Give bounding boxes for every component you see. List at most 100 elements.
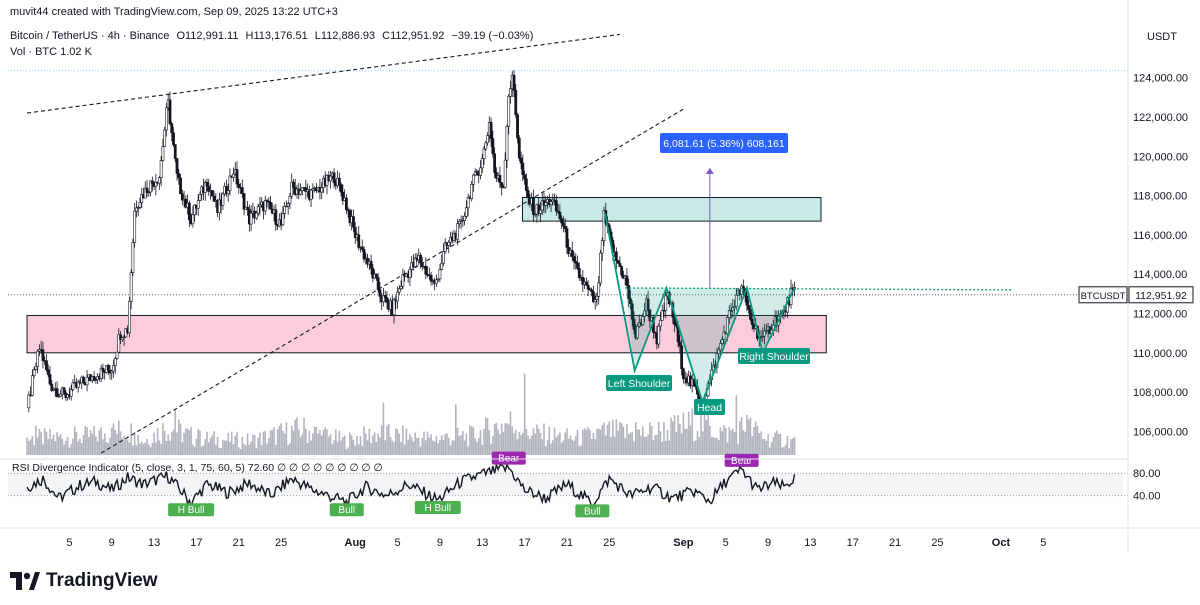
volume-bar <box>522 432 524 455</box>
volume-bar <box>241 436 244 455</box>
volume-bar <box>497 429 499 455</box>
rsi-label-box <box>491 451 526 465</box>
candle-body <box>641 316 645 325</box>
candle-body <box>648 309 652 322</box>
volume-bar <box>739 421 741 455</box>
candle-body <box>99 367 103 379</box>
candle-body <box>659 320 662 327</box>
candle-body <box>371 268 375 279</box>
candle-body <box>383 295 387 298</box>
volume-bar <box>484 417 487 455</box>
volume-bar <box>170 432 173 455</box>
volume-bar <box>75 432 78 455</box>
volume-bar <box>631 432 634 455</box>
volume-bar <box>421 438 424 455</box>
volume-bar <box>735 395 738 455</box>
volume-bar <box>91 433 94 455</box>
candle-body <box>300 187 304 192</box>
volume-bar <box>190 427 192 455</box>
volume-bar <box>580 445 582 455</box>
price-tick-label: 106,000.00 <box>1133 426 1188 438</box>
volume-bar <box>350 435 353 455</box>
volume-bar <box>121 438 124 455</box>
volume-bar <box>126 439 129 455</box>
candle-body <box>396 291 399 302</box>
candles <box>27 70 796 415</box>
volume-bar <box>243 443 245 455</box>
candle-body <box>558 211 562 219</box>
candle-body <box>226 190 230 195</box>
volume-bar <box>352 439 355 455</box>
symbol-name: Bitcoin / TetherUS · 4h · Binance <box>10 30 170 42</box>
tradingview-logo[interactable]: TradingView <box>10 570 158 592</box>
volume-bar <box>36 437 39 455</box>
volume-bar <box>791 438 794 455</box>
candle-body <box>320 187 324 193</box>
price-tick-label: 108,000.00 <box>1133 387 1188 399</box>
volume-bar <box>389 436 392 455</box>
time-tick-label: 9 <box>765 537 771 549</box>
volume-bar <box>714 438 716 455</box>
time-tick-label: 25 <box>275 537 287 549</box>
volume-bar <box>79 438 81 455</box>
volume-bar <box>43 428 46 455</box>
close-value: C112,951.92 <box>382 30 445 42</box>
volume-bar <box>206 431 208 455</box>
candle-body <box>140 194 144 203</box>
candle-body <box>217 199 221 213</box>
candle-body <box>533 213 537 216</box>
volume-bar <box>382 402 385 455</box>
candle-body <box>630 303 634 320</box>
volume-bar <box>454 404 457 455</box>
volume-bar <box>672 421 674 455</box>
candle-body <box>170 123 174 134</box>
volume-bar <box>724 427 727 455</box>
volume-bar <box>416 438 418 455</box>
candle-body <box>150 180 154 184</box>
volume-bar <box>49 429 51 455</box>
volume-bar <box>463 440 466 455</box>
volume-bar <box>694 440 697 455</box>
measure-label-box <box>660 133 788 153</box>
volume-bar <box>236 432 238 455</box>
volume-bar <box>523 373 526 455</box>
volume-bar <box>188 430 191 455</box>
candle-body <box>597 282 601 297</box>
volume-bar <box>262 431 265 455</box>
volume-bar <box>372 435 374 455</box>
head-label: Head <box>697 402 722 414</box>
time-tick-label: 17 <box>847 537 859 549</box>
volume-bar <box>532 428 535 455</box>
candle-body <box>484 142 488 150</box>
candle-body <box>362 249 366 260</box>
volume-bar <box>472 427 475 455</box>
volume-bar <box>370 443 372 455</box>
time-tick-label: 13 <box>804 537 816 549</box>
volume-bar <box>105 442 108 455</box>
volume-bar <box>386 425 388 455</box>
candle-body <box>30 375 34 396</box>
volume-bar <box>393 442 395 455</box>
candle-body <box>539 209 542 214</box>
volume-bar <box>592 432 595 455</box>
volume-bar <box>345 449 348 455</box>
volume-bar <box>252 434 254 455</box>
volume-bar <box>193 446 196 455</box>
volume-bar <box>571 439 574 455</box>
volume-bar <box>204 439 207 455</box>
volume-bar <box>227 432 229 455</box>
candle-body <box>212 195 216 202</box>
volume-bar <box>514 429 517 455</box>
volume-bar <box>139 443 141 455</box>
volume-bar <box>647 434 649 455</box>
volume-bar <box>140 441 143 455</box>
volume-bar <box>61 439 64 455</box>
candle-body <box>52 389 55 391</box>
axes: USDT 124,000.00 122,000.00 120,000.00 118,00… <box>0 0 1200 552</box>
volume-bar <box>313 426 316 455</box>
volume-bar <box>357 444 360 455</box>
rsi-label-box <box>168 503 215 517</box>
volume-bar <box>89 430 92 455</box>
candle-body <box>57 395 61 398</box>
